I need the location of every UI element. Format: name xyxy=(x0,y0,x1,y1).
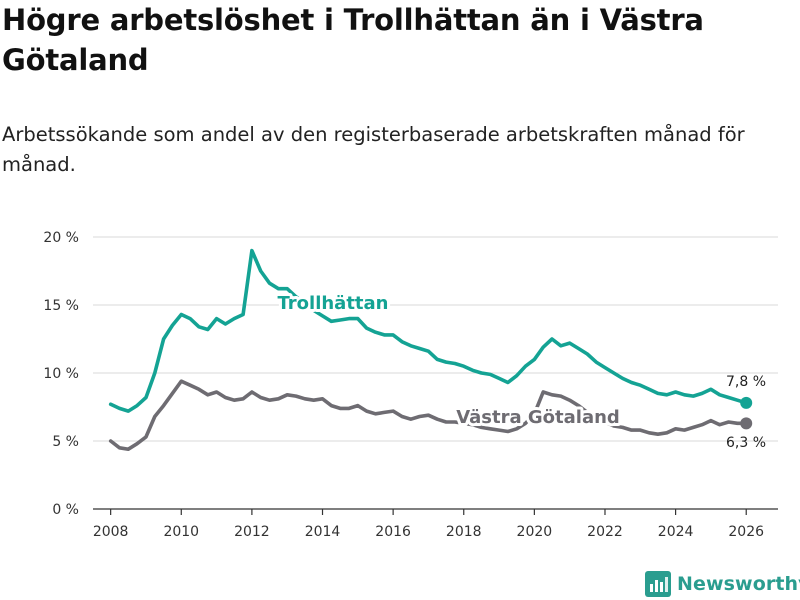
vastra-gotaland-end-label: 6,3 % xyxy=(726,435,766,451)
y-tick-label: 0 % xyxy=(52,502,79,518)
x-tick-label: 2010 xyxy=(163,524,199,540)
x-tick-label: 2016 xyxy=(375,524,411,540)
brand-name: Newsworthy xyxy=(677,573,800,595)
x-tick-label: 2026 xyxy=(728,524,764,540)
newsworthy-logo[interactable]: Newsworthy xyxy=(645,570,800,598)
label-layer: Trollhättan Västra Götaland 7,8 % 6,3 % xyxy=(274,290,766,451)
series-layer xyxy=(108,248,753,452)
trollhattan-line xyxy=(108,248,749,413)
x-tick-label: 2014 xyxy=(305,524,341,540)
x-tick-label: 2018 xyxy=(446,524,482,540)
vastra-gotaland-end-point xyxy=(740,417,753,430)
y-tick-label: 5 % xyxy=(52,434,79,450)
vastra-gotaland-line xyxy=(108,379,749,452)
x-tick-label: 2012 xyxy=(234,524,270,540)
trollhattan-end-label: 7,8 % xyxy=(726,374,766,390)
x-tick-label: 2020 xyxy=(517,524,553,540)
axis-layer: 0 % 5 % 10 % 15 % 20 % 2008 2010 2012 2014 2016 20… xyxy=(43,230,778,540)
x-tick-label: 2024 xyxy=(658,524,694,540)
x-tick-label: 2022 xyxy=(587,524,623,540)
chart-title: Högre arbetslöshet i Trollhättan än i Vä… xyxy=(2,3,704,77)
y-tick-label: 15 % xyxy=(43,298,79,314)
y-tick-label: 10 % xyxy=(43,366,79,382)
x-tick-label: 2008 xyxy=(93,524,129,540)
grid-layer xyxy=(93,236,778,442)
y-tick-label: 20 % xyxy=(43,230,79,246)
chart-subtitle: Arbetssökande som andel av den registerb… xyxy=(2,123,745,176)
newsworthy-logo-icon xyxy=(645,571,671,597)
trollhattan-end-point xyxy=(740,396,753,409)
vastra-gotaland-series-label: Västra Götaland xyxy=(456,407,620,428)
trollhattan-series-label: Trollhättan xyxy=(277,293,388,314)
